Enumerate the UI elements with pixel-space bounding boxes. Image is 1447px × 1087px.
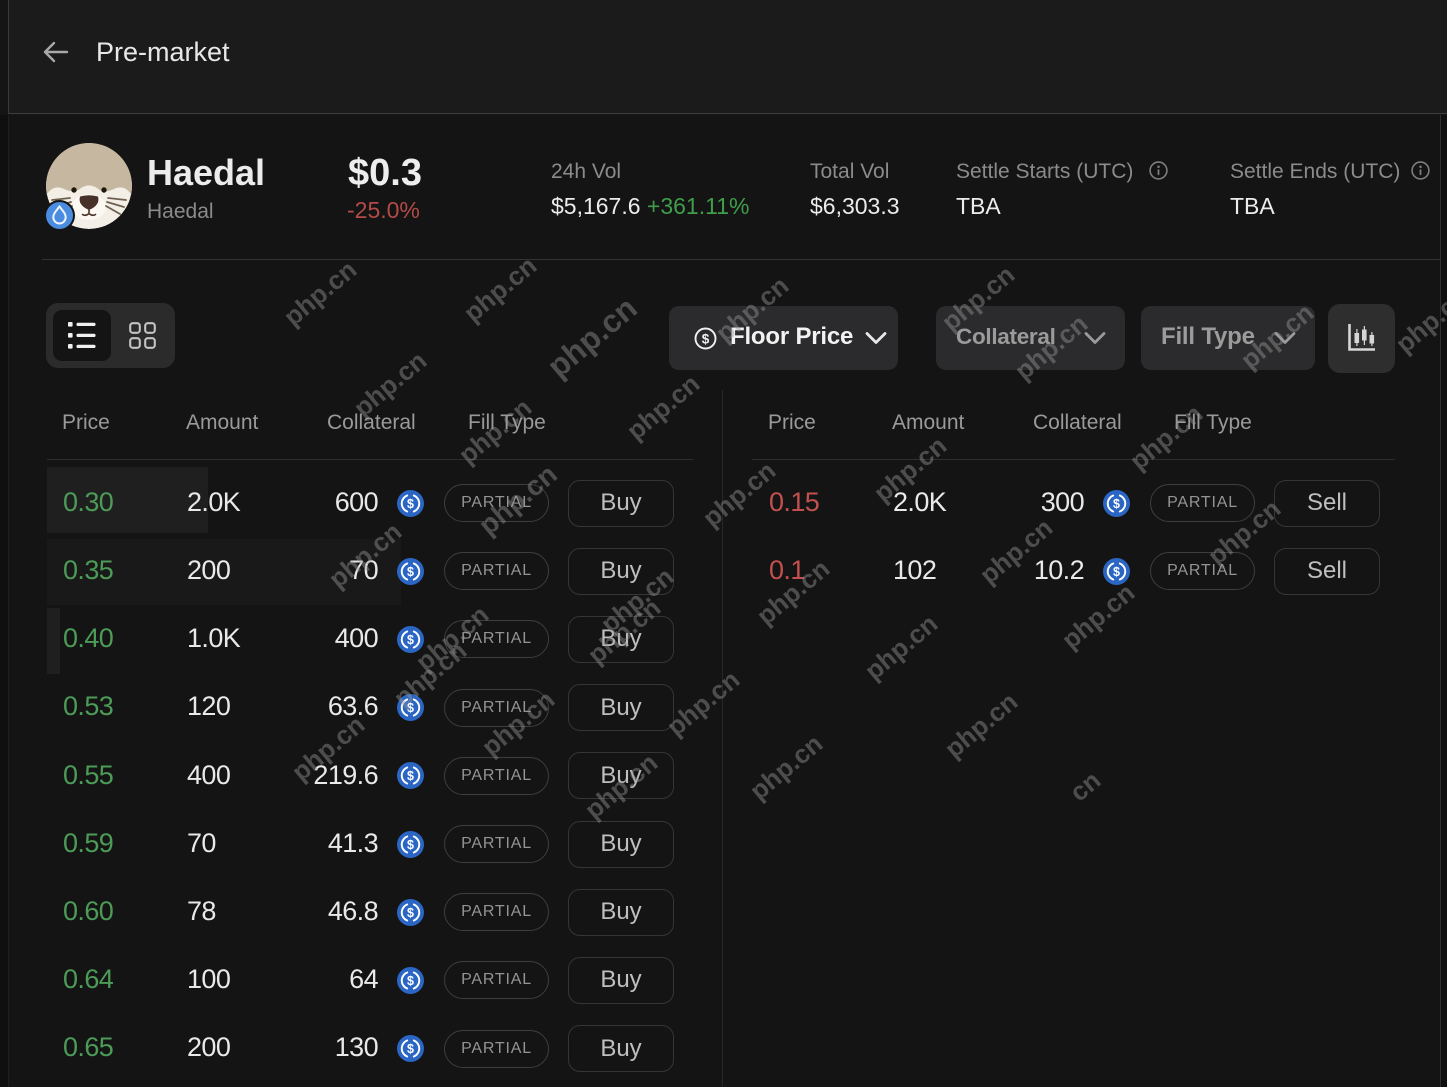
svg-text:$: $ [407,701,414,715]
svg-text:$: $ [407,633,414,647]
svg-text:$: $ [407,1042,414,1056]
svg-text:$: $ [407,497,414,511]
svg-text:$: $ [407,565,414,579]
svg-text:$: $ [702,331,710,346]
svg-text:$: $ [1113,565,1120,579]
svg-text:$: $ [407,906,414,920]
svg-text:$: $ [407,838,414,852]
svg-text:$: $ [407,769,414,783]
svg-text:$: $ [1113,497,1120,511]
svg-text:$: $ [407,974,414,988]
